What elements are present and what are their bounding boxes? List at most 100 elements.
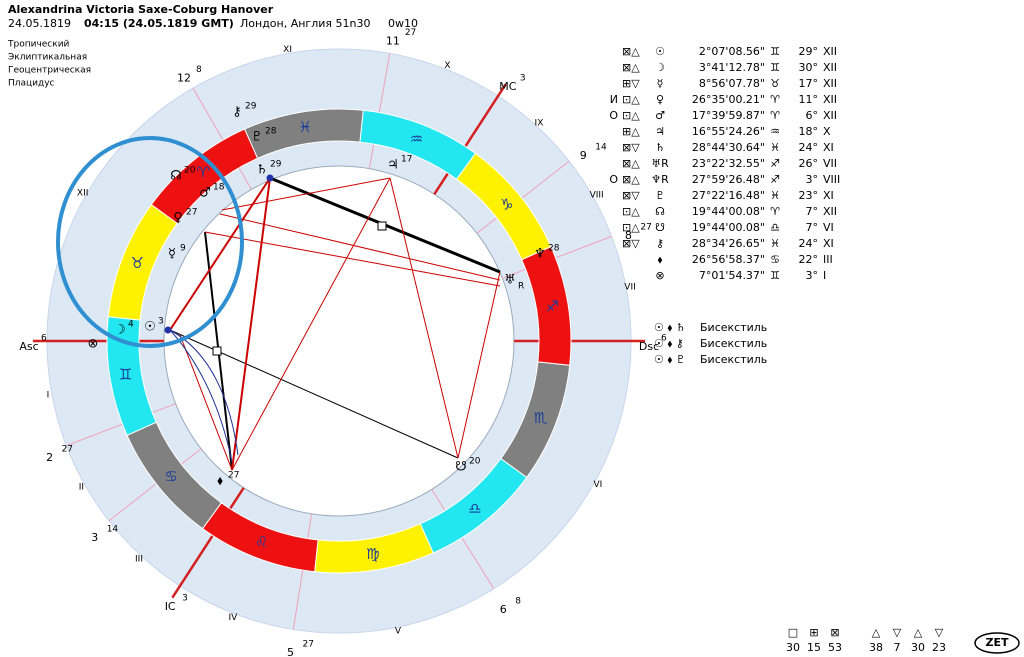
row-sign: ♈ — [770, 109, 780, 122]
row-planet: ⬧ — [658, 253, 663, 266]
house-number: VIII — [590, 191, 604, 201]
cusp-label: 3 — [91, 531, 98, 544]
birth-time: 04:15 (24.05.1819 GMT) — [84, 17, 234, 30]
house-number: XI — [283, 45, 292, 55]
row-degree: 7° — [806, 205, 819, 218]
row-prefix: О — [609, 173, 618, 186]
planet-degree: 17 — [401, 155, 412, 165]
cusp-label: MC — [499, 80, 516, 93]
aspect-name: Бисекстиль — [700, 321, 767, 334]
row-marks: ⊠△ — [622, 157, 640, 170]
planet-degree: 3 — [158, 317, 164, 327]
row-marks: ⊠▽ — [622, 189, 640, 202]
row-degree: 11° — [799, 93, 819, 106]
sign-glyph: ♊ — [119, 365, 132, 383]
row-longitude: 23°22'32.55" — [692, 157, 765, 170]
row-longitude: 19°44'00.08" — [692, 205, 765, 218]
house-number: III — [135, 555, 143, 565]
row-marks: ⊡△ — [622, 93, 640, 106]
row-marks: ⊡△ — [622, 109, 640, 122]
sign-glyph: ♐ — [546, 298, 559, 316]
row-longitude: 28°44'30.64" — [692, 141, 765, 154]
aspect-glyphs: ☉ ⬧ ♇ — [654, 353, 686, 366]
row-planet: ♅R — [651, 157, 669, 170]
row-house: X — [823, 125, 831, 138]
row-sign: ♐ — [770, 157, 780, 170]
stat-value: 30 — [786, 641, 800, 654]
cusp-label: Dsc — [639, 340, 659, 353]
planet-glyph: ☋ — [455, 460, 467, 475]
row-planet: ☿ — [657, 77, 664, 90]
row-sign: ♓ — [770, 237, 780, 250]
zet-button[interactable]: ZET — [974, 632, 1020, 654]
sign-glyph: ♌ — [255, 533, 268, 551]
planet-retro: R — [518, 282, 524, 292]
cusp-degree: 27 — [303, 640, 314, 650]
birth-date: 24.05.1819 — [8, 17, 71, 30]
row-degree: 3° — [806, 173, 819, 186]
row-longitude: 27°59'26.48" — [692, 173, 765, 186]
row-house: VIII — [823, 173, 840, 186]
setting: Геоцентрическая — [8, 66, 91, 76]
aspect-glyphs: ☉ ⬧ ♄ — [654, 321, 686, 334]
positions-table: ⊠△ ☉ 2°07'08.56" ♊ 29° XII⊠△ ☽ 3°41'12.78" ♊ 30° X… — [609, 45, 946, 654]
row-planet: ♂ — [655, 109, 665, 122]
cusp-line — [476, 160, 570, 234]
row-marks: ⊠▽ — [622, 141, 640, 154]
planet-degree: 29 — [270, 160, 282, 170]
row-house: XII — [823, 77, 837, 90]
row-longitude: 8°56'07.78" — [699, 77, 765, 90]
planet-glyph: ⬧ — [217, 474, 223, 489]
row-marks: ⊡△ — [622, 205, 640, 218]
row-prefix: И — [610, 93, 618, 106]
row-degree: 18° — [799, 125, 819, 138]
row-longitude: 17°39'59.87" — [692, 109, 765, 122]
stat-symbol: ⊠ — [830, 626, 839, 639]
planet-degree: 28 — [548, 244, 560, 254]
row-longitude: 27°22'16.48" — [692, 189, 765, 202]
planet-degree: 20 — [469, 457, 481, 467]
zet-button-label[interactable]: ZET — [986, 636, 1009, 649]
row-planet: ☋ — [655, 221, 665, 234]
planet-glyph: ☿ — [168, 247, 176, 262]
row-prefix: О — [609, 109, 618, 122]
cusp-degree: 27 — [62, 445, 73, 455]
row-house: XII — [823, 61, 837, 74]
cusp-degree: 14 — [595, 143, 607, 153]
cusp-degree: 8 — [196, 65, 202, 75]
cusp-degree: 6 — [661, 334, 667, 344]
house-number: VI — [593, 480, 602, 490]
house-number: X — [444, 61, 450, 71]
stat-symbol: ⊞ — [809, 626, 818, 639]
row-planet: ♃ — [655, 125, 665, 138]
planet-degree: 27 — [186, 208, 197, 218]
row-degree: 24° — [799, 237, 819, 250]
row-marks: ⊠▽ — [622, 237, 640, 250]
planet-glyph: ♆ — [534, 247, 546, 262]
row-degree: 3° — [806, 269, 819, 282]
cusp-degree: 27 — [405, 28, 416, 38]
row-house: XI — [823, 189, 834, 202]
row-house: XII — [823, 45, 837, 58]
setting: Эклиптикальная — [8, 53, 87, 63]
planet-glyph: ⚷ — [232, 105, 242, 120]
row-degree: 24° — [799, 141, 819, 154]
row-marks: ⊠△ — [622, 173, 640, 186]
aspect-name: Бисекстиль — [700, 337, 767, 350]
row-house: I — [823, 269, 826, 282]
stat-symbol: □ — [788, 626, 798, 639]
row-planet: ♄ — [655, 141, 665, 154]
sign-glyph: ♉ — [131, 254, 144, 272]
row-house: VI — [823, 221, 834, 234]
cusp-line — [66, 403, 176, 447]
axis-line — [171, 487, 245, 599]
house-number: IX — [535, 118, 544, 128]
row-longitude: 19°44'00.08" — [692, 221, 765, 234]
cusp-degree: 27 — [640, 222, 651, 232]
stat-value: 15 — [807, 641, 821, 654]
row-degree: 7° — [806, 221, 819, 234]
row-sign: ♓ — [770, 141, 780, 154]
row-longitude: 28°34'26.65" — [692, 237, 765, 250]
annotation-circle — [56, 136, 244, 348]
stat-symbol: △ — [872, 626, 881, 639]
